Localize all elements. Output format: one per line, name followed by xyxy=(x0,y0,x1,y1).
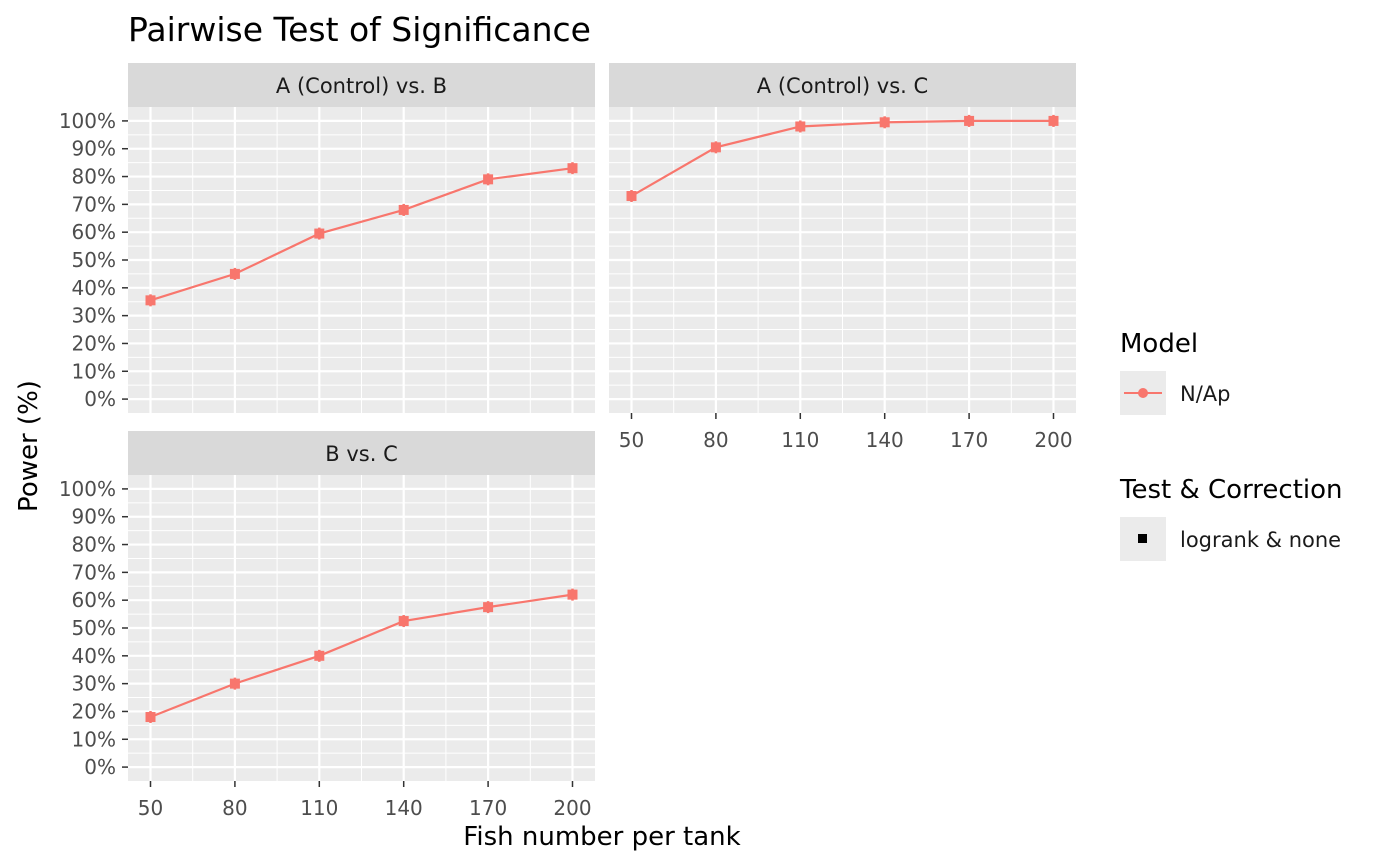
x-tick-label: 80 xyxy=(222,796,247,820)
facet-strip xyxy=(128,63,595,107)
chart-title: Pairwise Test of Significance xyxy=(128,10,591,49)
x-tick-label: 80 xyxy=(703,428,728,452)
y-tick-label: 20% xyxy=(72,331,116,355)
y-tick-label: 10% xyxy=(72,727,116,751)
data-point xyxy=(314,650,325,661)
y-tick-label: 40% xyxy=(72,644,116,668)
facet-panel-1: A (Control) vs. B 0% 10% 20% 30% 40% 50% 60% 70%… xyxy=(59,63,595,413)
data-point xyxy=(567,589,578,600)
data-point xyxy=(229,268,240,279)
data-point xyxy=(483,174,494,185)
legend-test-label: logrank & none xyxy=(1180,528,1341,552)
data-point xyxy=(229,678,240,689)
legend-model-label: N/Ap xyxy=(1180,382,1230,406)
facet-strip-label: B vs. C xyxy=(325,442,397,466)
data-point xyxy=(879,117,890,128)
legend-test-title: Test & Correction xyxy=(1119,475,1343,505)
facet-strip-label: A (Control) vs. C xyxy=(757,74,928,98)
x-tick-label: 170 xyxy=(950,428,988,452)
y-tick-label: 50% xyxy=(72,616,116,640)
legend-model-title: Model xyxy=(1120,329,1198,359)
x-tick-label: 140 xyxy=(385,796,423,820)
x-tick-label: 50 xyxy=(138,796,163,820)
y-tick-label: 90% xyxy=(72,505,116,529)
data-point xyxy=(964,115,975,126)
data-point xyxy=(795,121,806,132)
legend-model-key-point xyxy=(1138,388,1148,398)
x-tick-label: 170 xyxy=(469,796,507,820)
x-tick-label: 200 xyxy=(553,796,591,820)
facet-strip xyxy=(128,431,595,475)
data-point xyxy=(314,228,325,239)
data-point xyxy=(398,204,409,215)
data-point xyxy=(710,142,721,153)
data-point xyxy=(1048,115,1059,126)
x-tick-label: 50 xyxy=(619,428,644,452)
legend-model: Model N/Ap xyxy=(1120,329,1230,415)
y-tick-label: 40% xyxy=(72,276,116,300)
y-tick-label: 60% xyxy=(72,588,116,612)
facet-panel-3: B vs. C 0% 10% 20% 30% 40% 50% 60% 70% 80% 90% 100%… xyxy=(59,431,595,820)
y-tick-label: 70% xyxy=(72,560,116,584)
facet-panel-2: A (Control) vs. C 50 80 110 140 170 200 xyxy=(609,63,1076,452)
facet-strip-label: A (Control) vs. B xyxy=(276,74,447,98)
data-point xyxy=(567,163,578,174)
data-point xyxy=(145,712,156,723)
data-point xyxy=(145,295,156,306)
y-tick-label: 80% xyxy=(72,533,116,557)
legend-test-correction: Test & Correction logrank & none xyxy=(1119,475,1343,561)
series-line xyxy=(150,167,573,302)
y-tick-label: 90% xyxy=(72,137,116,161)
y-tick-label: 30% xyxy=(72,672,116,696)
y-tick-label: 100% xyxy=(59,109,116,133)
x-tick-label: 140 xyxy=(866,428,904,452)
series-line xyxy=(630,119,1054,197)
x-axis-title: Fish number per tank xyxy=(463,822,740,852)
y-tick-label: 80% xyxy=(72,165,116,189)
y-tick-label: 60% xyxy=(72,220,116,244)
legend-test-key-square xyxy=(1138,534,1147,543)
data-point xyxy=(626,191,637,202)
y-tick-label: 50% xyxy=(72,248,116,272)
y-tick-label: 20% xyxy=(72,699,116,723)
x-tick-label: 110 xyxy=(781,428,819,452)
x-tick-label: 110 xyxy=(300,796,338,820)
y-tick-label: 0% xyxy=(84,755,116,779)
y-tick-label: 30% xyxy=(72,304,116,328)
data-point xyxy=(398,616,409,627)
y-tick-label: 10% xyxy=(72,359,116,383)
y-tick-label: 100% xyxy=(59,477,116,501)
facet-panels: A (Control) vs. B 0% 10% 20% 30% 40% 50% 60% 70%… xyxy=(59,63,1076,820)
y-tick-label: 0% xyxy=(84,387,116,411)
y-tick-label: 70% xyxy=(72,192,116,216)
facet-strip xyxy=(609,63,1076,107)
x-tick-label: 200 xyxy=(1034,428,1072,452)
data-point xyxy=(483,602,494,613)
series-line xyxy=(150,593,573,719)
y-axis-title: Power (%) xyxy=(14,380,44,512)
